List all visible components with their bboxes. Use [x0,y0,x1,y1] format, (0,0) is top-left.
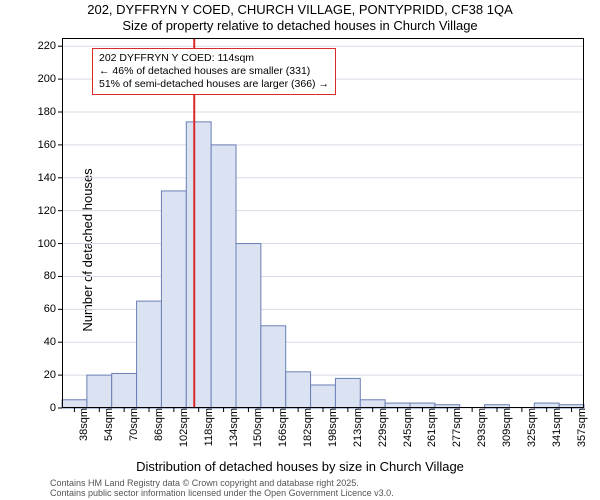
annotation-line1: 202 DYFFRYN Y COED: 114sqm [99,52,329,65]
annotation-line3: 51% of semi-detached houses are larger (… [99,78,329,91]
ytick-label: 200 [38,73,62,85]
xtick-label: 277sqm [447,408,463,447]
bar [335,378,360,408]
ytick-label: 60 [44,303,62,315]
annotation-line2: ← 46% of detached houses are smaller (33… [99,65,329,78]
ytick-label: 0 [50,402,62,414]
xtick-label: 166sqm [273,408,289,447]
ytick-label: 220 [38,40,62,52]
ytick-label: 180 [38,106,62,118]
bar [161,191,186,408]
bar [286,372,311,408]
bar [236,244,261,408]
xtick-label: 70sqm [124,408,140,441]
xtick-label: 357sqm [572,408,588,447]
ytick-label: 140 [38,172,62,184]
chart-wrapper: 202, DYFFRYN Y COED, CHURCH VILLAGE, PON… [0,0,600,500]
xtick-label: 150sqm [248,408,264,447]
chart-title-line2: Size of property relative to detached ho… [0,18,600,33]
bar [311,385,336,408]
bar [186,122,211,408]
xtick-label: 245sqm [398,408,414,447]
plot-area: 020406080100120140160180200220 38sqm54sq… [62,38,584,408]
xtick-label: 182sqm [298,408,314,447]
xtick-label: 229sqm [373,408,389,447]
annotation-box: 202 DYFFRYN Y COED: 114sqm ← 46% of deta… [92,48,336,95]
xtick-label: 213sqm [348,408,364,447]
xtick-label: 341sqm [547,408,563,447]
xtick-label: 134sqm [224,408,240,447]
chart-title-line1: 202, DYFFRYN Y COED, CHURCH VILLAGE, PON… [0,2,600,17]
bar [62,400,87,408]
xtick-label: 86sqm [149,408,165,441]
bar [261,326,286,408]
xtick-label: 38sqm [74,408,90,441]
ytick-label: 100 [38,238,62,250]
xtick-label: 102sqm [174,408,190,447]
x-axis-label: Distribution of detached houses by size … [0,459,600,474]
ytick-label: 40 [44,336,62,348]
ytick-label: 120 [38,205,62,217]
xtick-label: 54sqm [99,408,115,441]
ytick-label: 160 [38,139,62,151]
bar [112,373,137,408]
bar [211,145,236,408]
bar [87,375,112,408]
ytick-label: 80 [44,270,62,282]
footnote-line2: Contains public sector information licen… [50,488,394,498]
footnote-line1: Contains HM Land Registry data © Crown c… [50,478,359,488]
bar [360,400,385,408]
xtick-label: 261sqm [422,408,438,447]
xtick-label: 325sqm [522,408,538,447]
bar [137,301,162,408]
xtick-label: 198sqm [323,408,339,447]
xtick-label: 118sqm [199,408,215,446]
xtick-label: 293sqm [472,408,488,447]
ytick-label: 20 [44,369,62,381]
xtick-label: 309sqm [497,408,513,447]
